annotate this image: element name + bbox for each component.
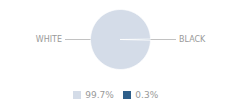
html-text:0.3%: 0.3% <box>135 89 159 100</box>
html-text:99.7%: 99.7% <box>85 89 114 100</box>
svg-text:BLACK: BLACK <box>179 35 206 44</box>
svg-text:WHITE: WHITE <box>36 35 62 44</box>
